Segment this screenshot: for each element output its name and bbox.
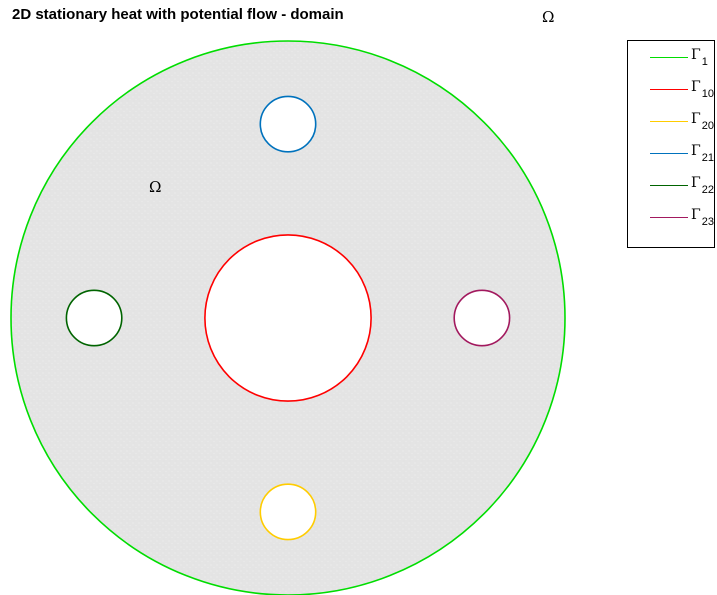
boundary-gamma-1: [10, 40, 566, 595]
legend-subscript: 21: [701, 152, 714, 164]
legend-label: Γ10: [691, 79, 714, 100]
legend-symbol: Γ: [691, 47, 701, 63]
legend-symbol: Γ: [691, 207, 701, 223]
legend-label: Γ20: [691, 111, 714, 132]
boundary-gamma-23: [453, 289, 511, 347]
legend-line: [650, 153, 688, 154]
legend-label: Γ23: [691, 207, 714, 228]
legend-item: Γ21: [628, 137, 714, 169]
legend-subscript: 10: [701, 88, 714, 100]
legend-symbol: Γ: [691, 143, 701, 159]
omega-label-top: Ω: [542, 8, 555, 26]
legend-symbol: Γ: [691, 175, 701, 191]
legend-line: [650, 217, 688, 218]
omega-label-domain: Ω: [149, 178, 161, 196]
legend-item: Γ1: [628, 41, 714, 73]
boundary-gamma-10: [204, 234, 372, 402]
legend-subscript: 23: [701, 216, 714, 228]
legend-item: Γ22: [628, 169, 714, 201]
legend-item: Γ10: [628, 73, 714, 105]
legend-subscript: 22: [701, 184, 714, 196]
legend-symbol: Γ: [691, 79, 701, 95]
legend-line: [650, 89, 688, 90]
chart-title: 2D stationary heat with potential flow -…: [12, 6, 344, 23]
legend-subscript: 20: [701, 120, 714, 132]
legend: Γ1 Γ10 Γ20 Γ21 Γ22 Γ23: [627, 40, 715, 248]
domain-fill: [11, 41, 565, 595]
boundary-gamma-21: [259, 95, 317, 153]
legend-line: [650, 185, 688, 186]
boundary-gamma-22: [65, 289, 123, 347]
legend-item: Γ23: [628, 201, 714, 233]
boundary-gamma-20: [259, 483, 317, 541]
domain-group: [10, 40, 566, 595]
legend-item: Γ20: [628, 105, 714, 137]
legend-subscript: 1: [701, 56, 708, 68]
legend-label: Γ21: [691, 143, 714, 164]
legend-line: [650, 57, 688, 58]
legend-label: Γ1: [691, 47, 708, 68]
legend-line: [650, 121, 688, 122]
legend-symbol: Γ: [691, 111, 701, 127]
legend-label: Γ22: [691, 175, 714, 196]
